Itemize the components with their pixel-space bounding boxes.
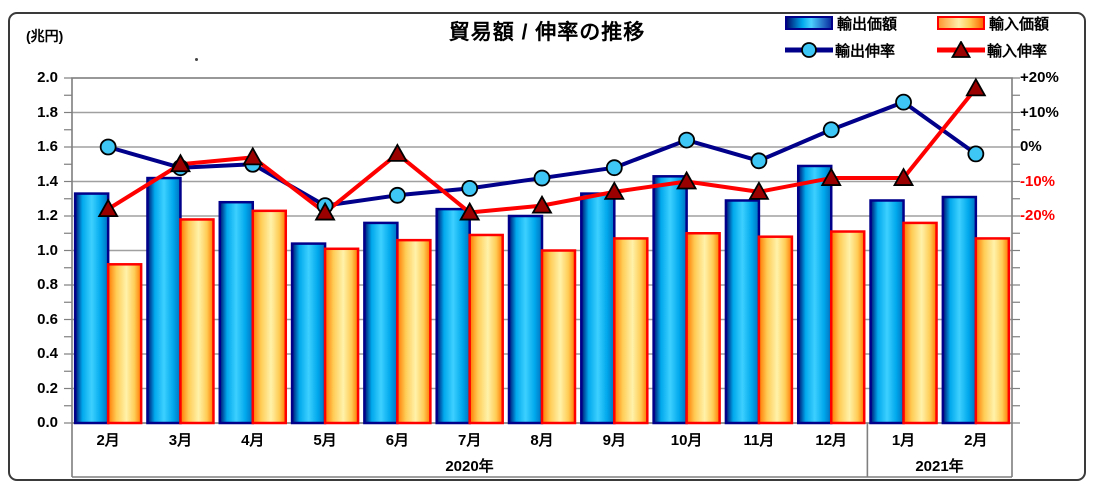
- export-bar-swatch: [785, 16, 833, 30]
- legend-label: 輸出伸率: [835, 42, 896, 60]
- right-axis-tick-label: +20%: [1020, 69, 1059, 86]
- legend-item-export-value: 輸出価額: [785, 14, 937, 33]
- legend-label: 輸入伸率: [987, 42, 1048, 60]
- left-axis-tick-label: 0.4: [37, 345, 58, 362]
- import-bar-swatch: [937, 16, 985, 30]
- x-axis-month-label: 1月: [891, 432, 916, 449]
- legend-label: 輸出価額: [837, 15, 898, 33]
- x-axis-month-label: 5月: [313, 432, 337, 449]
- left-axis-tick-label: 0.2: [37, 379, 58, 397]
- left-axis-tick-label: 2.0: [37, 69, 58, 86]
- x-axis-month-label: 3月: [168, 432, 193, 449]
- x-axis-month-label: 12月: [815, 432, 848, 449]
- x-axis-month-label: 2月: [964, 432, 988, 449]
- export-growth-line-swatch: [785, 41, 833, 59]
- year-group-label-2021: 2021年: [915, 458, 964, 475]
- chart-title: 貿易額 / 伸率の推移: [448, 21, 646, 44]
- chart-legend: 輸出価額 輸入価額 輸出伸率 輸入伸率: [785, 14, 1077, 60]
- legend-item-import-growth: 輸入伸率: [937, 40, 1077, 60]
- right-axis-tick-label: -20%: [1020, 207, 1056, 224]
- left-axis-tick-label: 0.0: [37, 414, 58, 431]
- left-axis-tick-label: 0.6: [37, 310, 58, 328]
- stray-dot: [195, 58, 198, 61]
- legend-label: 輸入価額: [989, 15, 1050, 33]
- right-axis-tick-label: +10%: [1020, 103, 1059, 121]
- x-axis-month-label: 9月: [602, 432, 626, 449]
- x-axis-month-label: 6月: [385, 432, 410, 449]
- year-group-label-2020: 2020年: [445, 458, 494, 475]
- legend-item-export-growth: 輸出伸率: [785, 41, 937, 60]
- left-axis-unit-label: (兆円): [26, 28, 64, 44]
- left-axis-tick-label: 1.0: [37, 241, 58, 259]
- import-growth-line-swatch: [937, 40, 985, 59]
- legend-item-import-value: 輸入価額: [937, 14, 1077, 33]
- right-axis-tick-label: -10%: [1020, 172, 1056, 190]
- right-axis-tick-label: 0%: [1020, 138, 1042, 155]
- left-axis-tick-label: 1.2: [37, 207, 58, 224]
- left-axis-tick-label: 0.8: [37, 276, 58, 293]
- x-axis-month-label: 10月: [670, 432, 703, 449]
- x-axis-month-label: 2月: [96, 432, 120, 449]
- left-axis-tick-label: 1.4: [37, 172, 58, 190]
- left-axis-tick-label: 1.6: [37, 138, 58, 155]
- x-axis-month-label: 7月: [458, 432, 482, 449]
- left-axis-tick-label: 1.8: [37, 103, 58, 121]
- x-axis-month-label: 11月: [743, 432, 775, 449]
- x-axis-month-label: 8月: [530, 432, 554, 449]
- x-axis-month-label: 4月: [241, 432, 265, 449]
